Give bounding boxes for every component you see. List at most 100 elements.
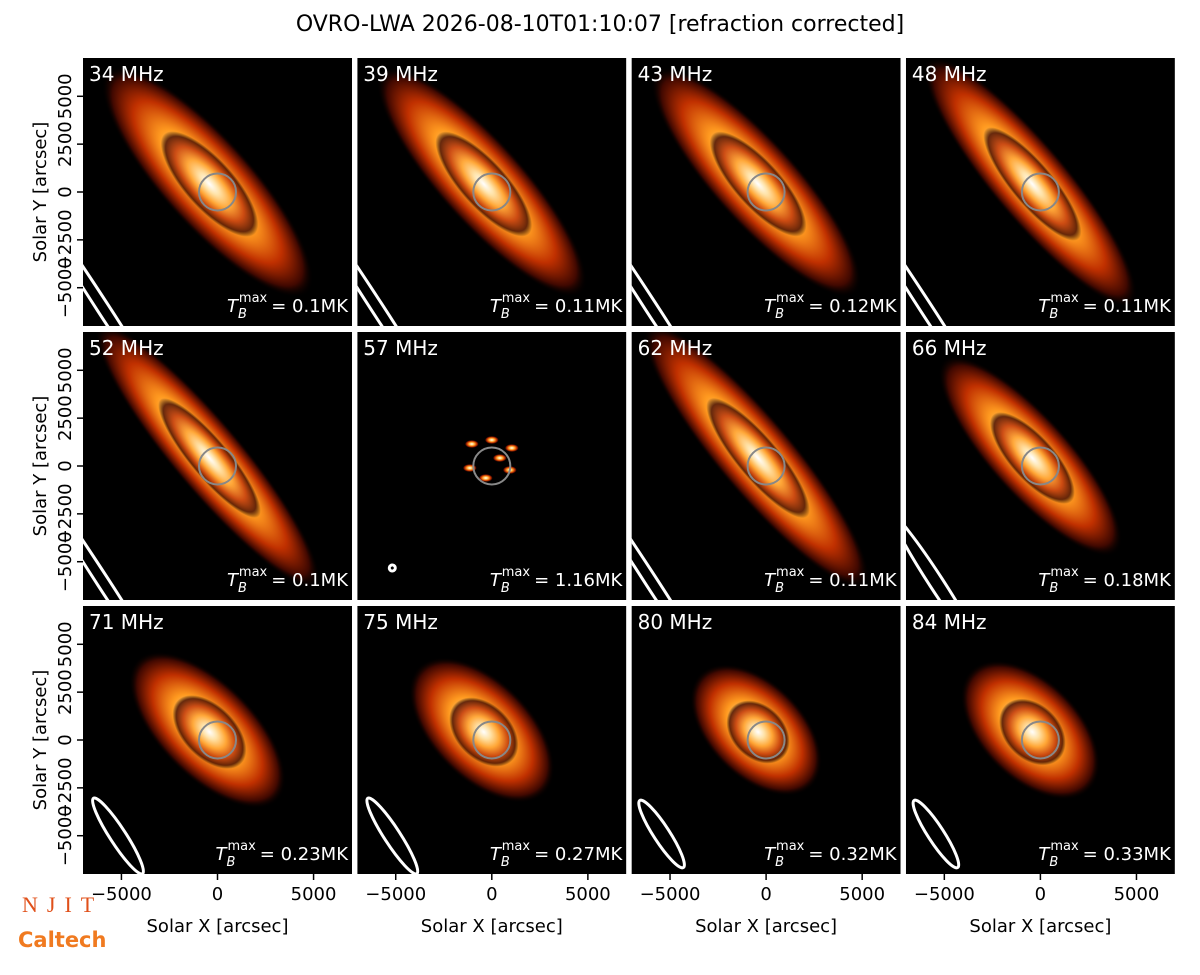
superscript: max bbox=[1050, 839, 1079, 854]
beam bbox=[631, 463, 730, 600]
beam bbox=[905, 189, 1004, 326]
emission-core bbox=[160, 131, 259, 237]
subscript: B bbox=[775, 307, 784, 322]
value-text: = 1.16MK bbox=[534, 570, 623, 591]
beam bbox=[905, 513, 982, 600]
brightness-label: TBmax = 0.1MK bbox=[227, 565, 349, 596]
brightness-label: TBmax = 0.27MK bbox=[490, 839, 624, 870]
value-text: = 0.32MK bbox=[808, 844, 897, 865]
solar-disk bbox=[472, 172, 512, 212]
y-tick-label: 5000 bbox=[55, 73, 76, 119]
y-tick-label: 2500 bbox=[55, 669, 76, 715]
brightness-label: TBmax = 0.1MK bbox=[227, 291, 349, 322]
symbol: T bbox=[1038, 570, 1051, 591]
y-tick-label: 2500 bbox=[55, 121, 76, 167]
emission-core bbox=[983, 127, 1082, 241]
solar-disk bbox=[1020, 720, 1060, 760]
y-tick-label: −2500 bbox=[55, 483, 76, 544]
subscript: B bbox=[1049, 307, 1058, 322]
panel bbox=[83, 332, 352, 600]
brightness-label: TBmax = 0.11MK bbox=[490, 291, 624, 322]
panel-title: 84 MHz bbox=[912, 610, 987, 634]
panel-title: 57 MHz bbox=[363, 336, 438, 360]
x-tick-label: 0 bbox=[212, 884, 223, 905]
subscript: B bbox=[238, 581, 247, 596]
x-axis-label: Solar X [arcsec] bbox=[147, 916, 289, 937]
panel-title: 71 MHz bbox=[89, 610, 164, 634]
value-text: = 0.11MK bbox=[534, 296, 623, 317]
brightness-label: TBmax = 0.23MK bbox=[216, 839, 350, 870]
brightness-label: TBmax = 0.11MK bbox=[764, 565, 898, 596]
panel-title: 75 MHz bbox=[363, 610, 438, 634]
y-axis-label: Solar Y [arcsec] bbox=[30, 396, 51, 537]
emission-core bbox=[989, 412, 1075, 504]
beam bbox=[631, 189, 730, 326]
symbol: T bbox=[764, 570, 777, 591]
panel-title: 43 MHz bbox=[638, 62, 713, 86]
superscript: max bbox=[502, 565, 531, 580]
emission-core bbox=[726, 700, 790, 764]
emission-blob bbox=[464, 440, 479, 448]
x-axis-label: Solar X [arcsec] bbox=[421, 916, 563, 937]
symbol: T bbox=[764, 296, 777, 317]
solar-disk bbox=[472, 720, 512, 760]
value-text: = 0.27MK bbox=[534, 844, 623, 865]
panel bbox=[357, 606, 627, 874]
emission-core bbox=[706, 397, 810, 519]
brightness-label: TBmax = 0.32MK bbox=[764, 839, 898, 870]
solar-disk bbox=[1020, 172, 1060, 212]
x-axis-label: Solar X [arcsec] bbox=[695, 916, 837, 937]
symbol: T bbox=[490, 296, 503, 317]
beam bbox=[637, 798, 686, 870]
symbol: T bbox=[1038, 844, 1051, 865]
solar-disk bbox=[746, 446, 786, 486]
symbol: T bbox=[490, 844, 503, 865]
beam bbox=[83, 463, 181, 600]
y-axis-label: Solar Y [arcsec] bbox=[30, 122, 51, 263]
solar-disk bbox=[472, 446, 512, 486]
emission-blob bbox=[478, 474, 493, 482]
panel-title: 34 MHz bbox=[89, 62, 164, 86]
symbol: T bbox=[216, 844, 229, 865]
x-tick-label: 5000 bbox=[565, 884, 611, 905]
symbol: T bbox=[490, 570, 503, 591]
superscript: max bbox=[776, 565, 805, 580]
emission-core bbox=[999, 698, 1066, 766]
panel bbox=[357, 58, 627, 326]
panel bbox=[631, 58, 901, 326]
x-tick-label: −5000 bbox=[365, 884, 426, 905]
x-tick-label: −5000 bbox=[640, 884, 701, 905]
brightness-label: TBmax = 0.33MK bbox=[1038, 839, 1172, 870]
panel bbox=[905, 332, 1175, 600]
subscript: B bbox=[501, 581, 510, 596]
superscript: max bbox=[1050, 565, 1079, 580]
emission-blob bbox=[504, 444, 519, 452]
y-tick-label: 5000 bbox=[55, 621, 76, 667]
panel-title: 52 MHz bbox=[89, 336, 164, 360]
brightness-label: TBmax = 0.11MK bbox=[1038, 291, 1172, 322]
panel-title: 48 MHz bbox=[912, 62, 987, 86]
x-tick-label: 0 bbox=[486, 884, 497, 905]
emission-core bbox=[435, 131, 533, 237]
solar-disk bbox=[1020, 446, 1060, 486]
symbol: T bbox=[227, 296, 240, 317]
panel bbox=[83, 58, 352, 326]
figure-title: OVRO-LWA 2026-08-10T01:10:07 [refraction… bbox=[296, 12, 904, 37]
panel bbox=[905, 606, 1175, 874]
x-tick-label: −5000 bbox=[914, 884, 975, 905]
logo-caltech: Caltech bbox=[18, 928, 106, 952]
x-tick-label: 5000 bbox=[1114, 884, 1160, 905]
panel-title: 80 MHz bbox=[638, 610, 713, 634]
superscript: max bbox=[776, 839, 805, 854]
value-text: = 0.18MK bbox=[1083, 570, 1172, 591]
superscript: max bbox=[776, 291, 805, 306]
y-tick-label: 5000 bbox=[55, 347, 76, 393]
panel-title: 66 MHz bbox=[912, 336, 987, 360]
panel bbox=[631, 606, 901, 874]
y-tick-label: 0 bbox=[55, 186, 76, 197]
subscript: B bbox=[1049, 855, 1058, 870]
superscript: max bbox=[502, 839, 531, 854]
beam bbox=[83, 189, 181, 326]
beam bbox=[387, 563, 397, 573]
emission-core bbox=[158, 398, 261, 518]
